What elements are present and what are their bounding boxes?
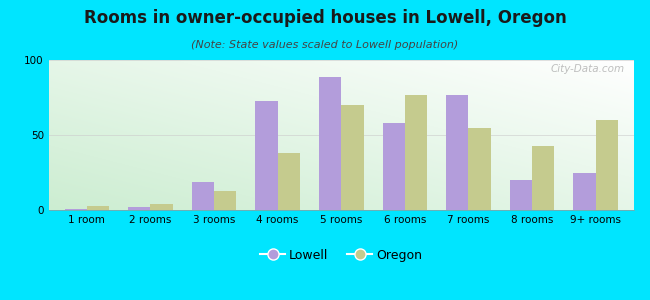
Bar xyxy=(405,94,427,210)
Bar xyxy=(319,76,341,210)
Text: Rooms in owner-occupied houses in Lowell, Oregon: Rooms in owner-occupied houses in Lowell… xyxy=(84,9,566,27)
Bar xyxy=(255,100,278,210)
Bar xyxy=(214,190,237,210)
Bar xyxy=(341,105,363,210)
Bar xyxy=(64,208,87,210)
Bar xyxy=(278,153,300,210)
Bar xyxy=(87,206,109,210)
Bar xyxy=(573,172,595,210)
Bar xyxy=(510,180,532,210)
Bar xyxy=(383,123,405,210)
Bar xyxy=(192,182,214,210)
Text: City-Data.com: City-Data.com xyxy=(551,64,625,74)
Text: (Note: State values scaled to Lowell population): (Note: State values scaled to Lowell pop… xyxy=(191,40,459,50)
Bar xyxy=(595,120,618,210)
Bar xyxy=(128,207,151,210)
Bar xyxy=(446,94,469,210)
Bar xyxy=(532,146,554,210)
Bar xyxy=(469,128,491,210)
Legend: Lowell, Oregon: Lowell, Oregon xyxy=(255,244,427,267)
Bar xyxy=(151,204,173,210)
